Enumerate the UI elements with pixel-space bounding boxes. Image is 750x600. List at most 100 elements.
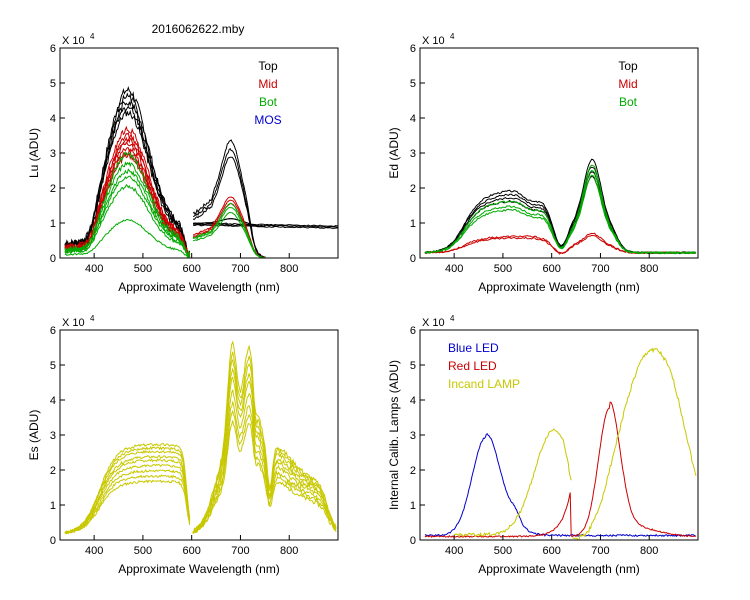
x-tick-label: 700 (591, 545, 609, 557)
y-tick-label: 3 (410, 148, 416, 160)
series-line-bot (64, 218, 191, 258)
x-tick-label: 700 (231, 545, 249, 557)
y-tick-label: 5 (410, 78, 416, 90)
y-tick-label: 6 (410, 325, 416, 337)
y-tick-label: 0 (50, 253, 56, 265)
legend-entry-bot: Bot (259, 95, 278, 109)
x-axis-label: Approximate Wavelength (nm) (118, 280, 280, 294)
y-tick-label: 2 (410, 465, 416, 477)
legend-entry-red-led: Red LED (448, 359, 497, 373)
y-tick-label: 3 (50, 148, 56, 160)
series-line-bot (193, 212, 266, 258)
y-tick-label: 0 (410, 253, 416, 265)
y-tick-label: 4 (50, 395, 56, 407)
series-line-top (193, 218, 266, 227)
x-axis-label: Approximate Wavelength (nm) (478, 562, 640, 576)
es-panel: 0 1 2 3 4 5 6 400 500 600 700 800 X 10 4 Approximate W… (27, 314, 339, 576)
series-line-bot (64, 151, 191, 257)
legend-entry-top: Top (618, 59, 638, 73)
series-line-blue-led (424, 433, 697, 538)
y-multiplier: X 10 (62, 317, 85, 329)
x-tick-label: 800 (280, 263, 298, 275)
y-tick-label: 6 (410, 43, 416, 55)
y-tick-label: 1 (50, 218, 56, 230)
ed-panel: 0 1 2 3 4 5 6 400 500 600 700 800 X 10 4 Approximate W… (387, 32, 699, 294)
y-tick-label: 4 (50, 113, 56, 125)
y-tick-label: 2 (50, 183, 56, 195)
y-tick-label: 1 (50, 500, 56, 512)
plot-area (60, 330, 338, 540)
series-line-es (64, 358, 337, 534)
y-tick-label: 4 (410, 395, 416, 407)
y-tick-label: 5 (410, 360, 416, 372)
y-tick-label: 3 (50, 430, 56, 442)
legend-entry-mid: Mid (618, 77, 637, 91)
series-line-bot (64, 175, 191, 258)
x-tick-label: 400 (445, 263, 463, 275)
series-line-top (192, 156, 266, 258)
x-tick-label: 800 (640, 545, 658, 557)
series-line-bot (64, 183, 191, 258)
y-multiplier: X 10 (62, 35, 85, 47)
x-tick-label: 700 (591, 263, 609, 275)
x-tick-label: 400 (445, 545, 463, 557)
legend-entry-mos: MOS (254, 113, 281, 127)
y-tick-label: 4 (410, 113, 416, 125)
y-tick-label: 5 (50, 360, 56, 372)
y-tick-label: 0 (410, 535, 416, 547)
plot-area (420, 330, 698, 540)
series-line-top (64, 99, 191, 257)
x-tick-label: 600 (543, 545, 561, 557)
x-axis-label: Approximate Wavelength (nm) (118, 562, 280, 576)
legend-entry-top: Top (258, 59, 278, 73)
x-tick-label: 400 (85, 545, 103, 557)
y-axis-label: Ed (ADU) (387, 127, 401, 178)
y-tick-label: 5 (50, 78, 56, 90)
y-tick-label: 2 (50, 465, 56, 477)
data-lines (64, 85, 338, 258)
lamps-panel: 0 1 2 3 4 5 6 400 500 600 700 800 X 10 4 Approximate W… (387, 314, 699, 576)
x-tick-label: 600 (183, 263, 201, 275)
y-tick-label: 6 (50, 43, 56, 55)
y-tick-label: 2 (410, 183, 416, 195)
y-multiplier-exponent: 4 (450, 314, 455, 323)
legend-entry-bot: Bot (619, 95, 638, 109)
y-axis-label: Es (ADU) (27, 410, 41, 461)
x-tick-label: 700 (231, 263, 249, 275)
lu-panel: 0 1 2 3 4 5 6 400 500 600 700 800 X 10 4 Approximate W… (27, 32, 339, 294)
series-line-incand-lamp (453, 347, 697, 540)
series-line-red-led (424, 401, 697, 539)
lu-tail-line (193, 224, 338, 229)
x-tick-label: 500 (494, 545, 512, 557)
x-tick-label: 400 (85, 263, 103, 275)
data-lines (64, 340, 337, 535)
x-tick-label: 500 (134, 263, 152, 275)
y-axis-label: Lu (ADU) (27, 128, 41, 178)
y-multiplier: X 10 (422, 317, 445, 329)
x-tick-label: 500 (494, 263, 512, 275)
x-tick-label: 800 (280, 545, 298, 557)
y-tick-label: 3 (410, 430, 416, 442)
figure-title: 2016062622.mby (152, 22, 245, 36)
x-tick-label: 600 (183, 545, 201, 557)
data-lines (424, 347, 697, 540)
legend-entry-blue-led: Blue LED (448, 341, 499, 355)
legend-entry-mid: Mid (258, 77, 277, 91)
y-axis-label: Internal Calib. Lamps (ADU) (387, 360, 401, 510)
x-tick-label: 600 (543, 263, 561, 275)
series-line-bot (424, 174, 696, 255)
data-lines (424, 158, 696, 255)
y-tick-label: 1 (410, 218, 416, 230)
y-tick-label: 0 (50, 535, 56, 547)
y-multiplier-exponent: 4 (90, 314, 95, 323)
y-tick-label: 1 (410, 500, 416, 512)
y-tick-label: 6 (50, 325, 56, 337)
series-line-es (64, 409, 337, 535)
series-line-bot (64, 168, 191, 258)
legend-entry-incand-lamp: Incand LAMP (448, 377, 520, 391)
x-tick-label: 800 (640, 263, 658, 275)
x-tick-label: 500 (134, 545, 152, 557)
y-multiplier: X 10 (422, 35, 445, 47)
series-line-es (64, 420, 337, 535)
